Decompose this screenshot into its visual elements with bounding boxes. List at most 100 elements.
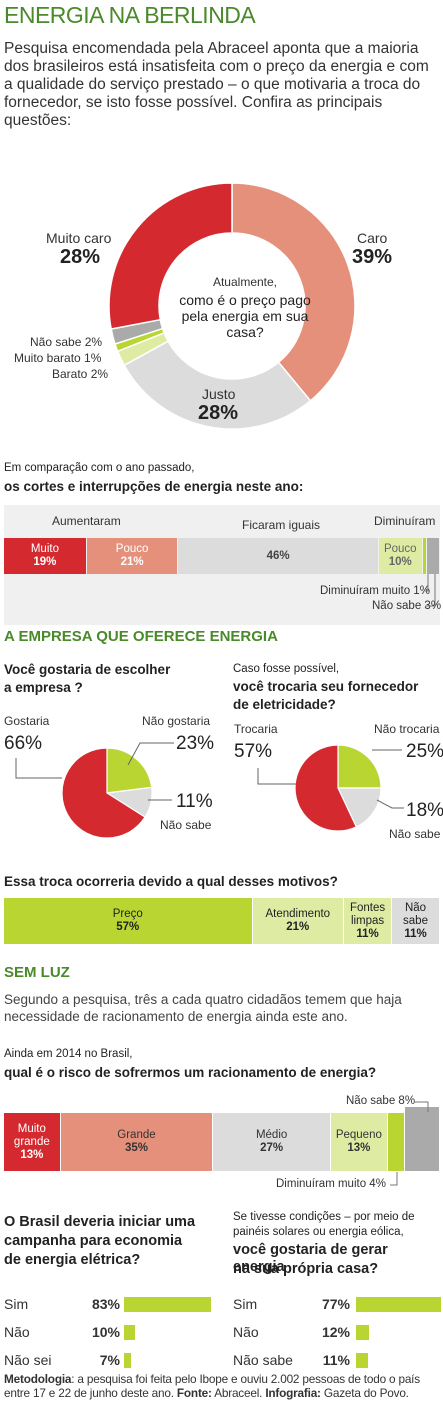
page-title: ENERGIA NA BERLINDA (4, 2, 256, 28)
cortes-bar-segment-0: Muito 19% (4, 538, 86, 574)
footer-info-label: Infografia: (265, 1386, 321, 1400)
trocaria-pct-naotrocaria: 25% (406, 741, 443, 762)
gerar-rows-label-2: Não sabe (233, 1352, 293, 1368)
cortes-bar-segment-label-1: Pouco (115, 543, 149, 555)
cortes-bar-segment-4 (422, 538, 426, 574)
escolher-pie (15, 742, 174, 839)
donut-label-muitobarato: Muito barato 1% (14, 351, 102, 365)
cortes-group-diminuiram: Diminuíram (374, 514, 436, 528)
cortes-bar-segment-value-3: 10% (388, 556, 412, 568)
donut-slice-caro (231, 182, 356, 402)
cortes-bar-segment-value-2: 46% (266, 549, 290, 562)
risco-bar-segment-0: Muito grande 13% (4, 1113, 60, 1171)
escolher-label-naogostaria: Não gostaria (142, 714, 211, 728)
gerar-question-1: você gostaria de gerar energia (233, 1242, 388, 1275)
risco-bar-segment-2: Médio 27% (213, 1113, 330, 1171)
cortes-question-small: Em comparação com o ano passado, (4, 462, 195, 474)
motivos-bar-segment-value-0: 57% (116, 921, 140, 933)
risco-bar-segment-5 (405, 1107, 439, 1171)
donut-slice-muito-caro (108, 182, 233, 330)
trocaria-pct-trocaria: 57% (234, 741, 273, 762)
gerar-rows-value-1: 12% (321, 1324, 350, 1340)
pie2-slice-nao-trocaria (337, 744, 382, 789)
risco-question: qual é o risco de sofrermos um racioname… (4, 1065, 377, 1080)
risco-bar-segment-label-1: Grande (117, 1129, 156, 1141)
footer-info-text: Gazeta do Povo. (320, 1386, 409, 1400)
gerar-rows-value-2: 11% (322, 1352, 350, 1368)
footer: Metodologia: a pesquisa foi feita pelo I… (4, 1372, 442, 1400)
campanha-question-2: campanha para economia (4, 1233, 183, 1249)
intro-text: Pesquisa encomendada pela Abraceel apont… (4, 40, 429, 129)
escolher-pct-naosabe: 11% (176, 791, 213, 812)
escolher-label-gostaria: Gostaria (4, 714, 50, 728)
gerar-rows-bar-0 (356, 1297, 441, 1312)
escolher-pct-gostaria: 66% (4, 733, 43, 754)
cortes-note-dim-muito: Diminuíram muito 1% (320, 585, 430, 597)
donut-chart (108, 182, 356, 430)
risco-bar: Muito grande 13% Grande 35% Médio 27% Pequeno 1… (4, 1107, 440, 1171)
trocaria-label-trocaria: Trocaria (234, 722, 278, 736)
trocaria-pct-naosabe: 18% (406, 800, 443, 821)
risco-bar-segment-4 (387, 1113, 405, 1171)
pie2-leader-nao-sabe (376, 799, 404, 809)
gerar-rows-bar-1 (356, 1325, 370, 1340)
donut-label-justo: Justo (202, 386, 236, 402)
risco-question-small: Ainda em 2014 no Brasil, (4, 1048, 133, 1060)
donut-slice-justo (123, 340, 312, 430)
cortes-note-naosabe: Não sabe 3% (372, 600, 442, 612)
cortes-group-aumentaram: Aumentaram (52, 514, 121, 528)
motivos-bar-segment-0: Preço 57% (4, 898, 252, 944)
risco-bar-segment-1: Grande 35% (60, 1113, 213, 1171)
pie1-slice-nao-gostaria (106, 747, 153, 794)
risco-bar-segment-label-0: Muito grande (13, 1122, 50, 1148)
motivos-question: Essa troca ocorreria devido a qual desse… (4, 874, 338, 889)
motivos-bar-segment-label-2: Fontes limpas (349, 901, 386, 927)
cortes-bar-segment-2: 46% (178, 538, 378, 574)
section-empresa: A EMPRESA QUE OFERECE ENERGIA (4, 628, 278, 645)
motivos-bar-segment-label-3: Não sabe (403, 901, 428, 927)
pie2-slice-nao-sabe (337, 787, 382, 828)
donut-center-small: Atualmente, (212, 275, 278, 289)
risco-leader-lines (390, 1101, 429, 1186)
campanha-rows-value-1: 10% (91, 1324, 120, 1340)
footer-fonte-text: Abraceel. (211, 1386, 266, 1400)
motivos-bar-segment-value-2: 11% (356, 927, 379, 940)
donut-label-naosabe: Não sabe 2% (30, 335, 103, 349)
escolher-question-2: a empresa ? (4, 680, 83, 695)
trocaria-pie (257, 744, 404, 832)
donut-pct-justo: 28% (198, 402, 239, 424)
cortes-bar-segment-value-0: 19% (33, 556, 57, 568)
trocaria-label-naosabe: Não sabe (389, 827, 441, 841)
donut-pct-caro: 39% (352, 246, 393, 268)
campanha-rows-bar-1 (124, 1325, 135, 1340)
escolher-label-naosabe: Não sabe (160, 818, 212, 832)
donut-label-barato: Barato 2% (52, 367, 109, 381)
risco-bar-segment-value-2: 27% (260, 1142, 284, 1154)
motivos-bar: Preço 57% Atendimento 21% Fontes limpas 11% Nã… (4, 898, 440, 944)
risco-note-naosabe: Não sabe 8% (346, 1095, 416, 1107)
motivos-bar-segment-label-1: Atendimento (265, 908, 331, 920)
trocaria-label-naotrocaria: Não trocaria (374, 722, 440, 736)
cortes-bar-segment-label-3: Pouco (383, 543, 417, 555)
trocaria-question-2: de eletricidade? (233, 697, 336, 712)
gerar-question-small-2: painéis solares ou energia eólica, (233, 1226, 404, 1238)
semluz-text: Segundo a pesquisa, três a cada quatro c… (4, 992, 402, 1024)
campanha-rows-bar-2 (124, 1353, 132, 1368)
cortes-bar-segment-5 (426, 538, 439, 574)
cortes-bar-segment-3: Pouco 10% (378, 538, 422, 574)
risco-bar-segment-label-3: Pequeno (335, 1129, 382, 1141)
donut-label-caro: Caro (357, 230, 388, 246)
motivos-bar-segment-3: Não sabe 11% (392, 898, 439, 944)
risco-bar-segment-3: Pequeno 13% (331, 1113, 387, 1171)
motivos-bar-segment-value-1: 21% (286, 921, 310, 933)
cortes-group-iguais: Ficaram iguais (242, 518, 321, 532)
risco-note-dim: Diminuíram muito 4% (276, 1178, 386, 1190)
pie2-leader-trocaria (257, 768, 296, 785)
cortes-bar-segment-value-1: 21% (120, 556, 144, 568)
gerar-question-2: na sua própria casa? (233, 1261, 379, 1277)
campanha-rows-value-2: 7% (99, 1352, 120, 1368)
campanha-rows-label-1: Não (4, 1324, 30, 1340)
footer-met-label: Metodologia (4, 1372, 72, 1386)
gerar-rows-label-1: Não (233, 1324, 259, 1340)
motivos-bar-segment-2: Fontes limpas 11% (344, 898, 392, 944)
